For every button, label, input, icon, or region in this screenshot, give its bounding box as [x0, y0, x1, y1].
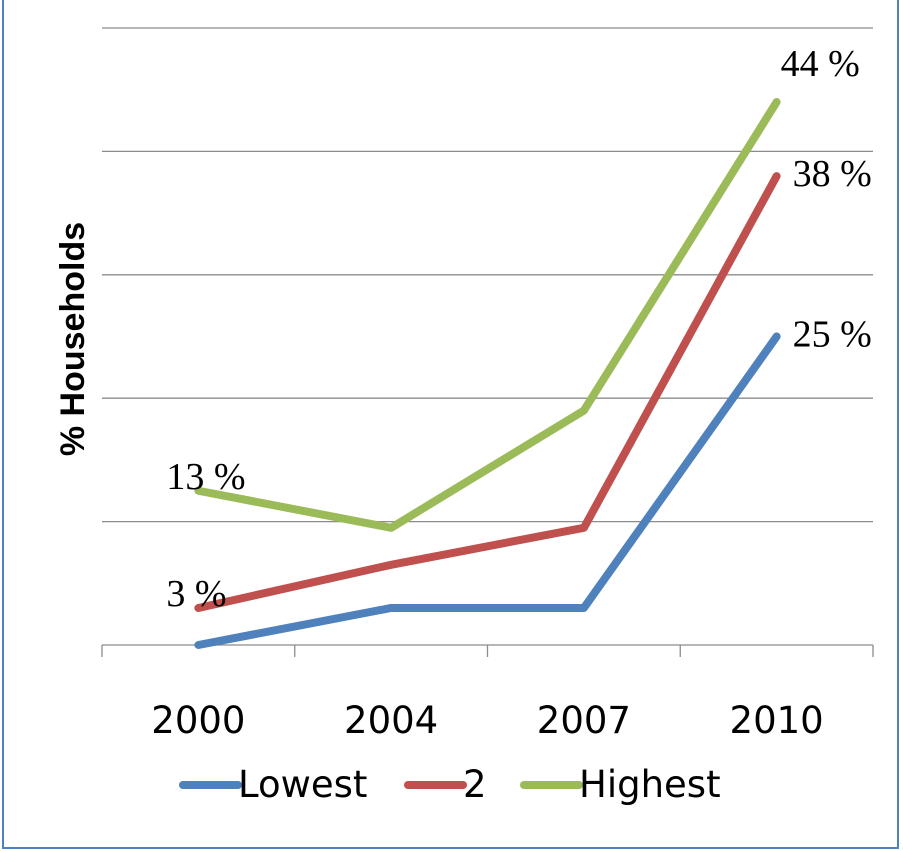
gridlines	[102, 27, 873, 523]
data-label: 44 %	[781, 43, 860, 85]
x-tick-label: 2000	[151, 699, 245, 742]
x-tick-label: 2007	[537, 699, 631, 742]
series-line-highest	[194, 98, 781, 532]
series-line-2	[194, 172, 781, 612]
data-label: 38 %	[793, 153, 872, 195]
x-tick-label: 2004	[344, 699, 438, 742]
legend-label: Lowest	[238, 763, 367, 806]
legend-label: 2	[463, 763, 487, 806]
data-label: 3 %	[166, 573, 226, 615]
y-axis-label: % Households	[54, 222, 92, 456]
data-label: 13 %	[166, 456, 245, 498]
series-line-lowest	[194, 332, 781, 649]
legend: Lowest 2 Highest	[179, 763, 721, 806]
x-tick-label: 2010	[730, 699, 824, 742]
data-labels: 13 % 3 % 44 % 38 % 25 %	[166, 43, 871, 615]
data-label: 25 %	[793, 314, 872, 356]
axes	[101, 644, 874, 657]
series-lines	[194, 98, 781, 649]
x-tick-labels: 2000 2004 2007 2010	[151, 699, 823, 742]
legend-label: Highest	[579, 763, 721, 806]
